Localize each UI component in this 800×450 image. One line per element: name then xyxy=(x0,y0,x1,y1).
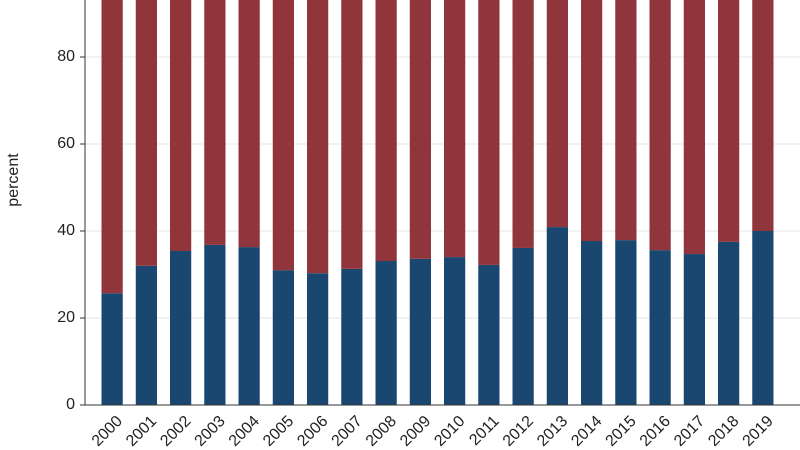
bar-segment xyxy=(546,227,568,405)
bar-segment xyxy=(409,0,431,259)
bar-segment xyxy=(478,0,500,265)
bar-segment xyxy=(718,0,740,242)
bar-segment xyxy=(135,0,157,266)
x-tick-label: 2016 xyxy=(637,413,674,450)
x-tick-label: 2014 xyxy=(568,413,605,450)
y-tick-label: 0 xyxy=(66,396,75,413)
x-tick-label: 2013 xyxy=(534,413,571,450)
bar-segment xyxy=(512,247,534,405)
bar-segment xyxy=(444,0,466,258)
x-tick-label: 2015 xyxy=(602,413,639,450)
bar-segment xyxy=(375,261,397,405)
bar-segment xyxy=(204,244,226,405)
bar-segment xyxy=(752,230,774,405)
bar-segment xyxy=(581,0,603,241)
bar-segment xyxy=(649,0,671,251)
bar-segment xyxy=(272,0,294,271)
bar-segment xyxy=(649,250,671,405)
bar-segment xyxy=(512,0,534,248)
x-tick-label: 2000 xyxy=(89,413,126,450)
y-tick-label: 60 xyxy=(57,135,75,152)
x-tick-label: 2011 xyxy=(466,413,502,449)
bar-segment xyxy=(135,265,157,405)
bar-segment xyxy=(546,0,568,228)
bar-segment xyxy=(101,0,123,294)
y-tick-label: 40 xyxy=(57,222,75,239)
bar-segment xyxy=(375,0,397,262)
y-axis-label: percent xyxy=(5,153,22,207)
bar-segment xyxy=(204,0,226,245)
bar-segment xyxy=(444,257,466,405)
bar-segment xyxy=(683,254,705,405)
bar-segment xyxy=(478,264,500,405)
bar-segment xyxy=(101,293,123,405)
y-tick-label: 80 xyxy=(57,48,75,65)
bar-segment xyxy=(683,0,705,255)
bar-segment xyxy=(170,251,192,405)
x-tick-label: 2006 xyxy=(294,413,331,450)
bar-segment xyxy=(170,0,192,252)
x-tick-label: 2004 xyxy=(226,413,263,450)
bar-segment xyxy=(272,270,294,405)
bar-segment xyxy=(581,240,603,405)
bar-segment xyxy=(718,241,740,405)
x-tick-label: 2012 xyxy=(500,413,537,450)
x-tick-label: 2017 xyxy=(671,413,708,450)
bar-segment xyxy=(409,258,431,405)
bar-segment xyxy=(341,268,363,405)
x-tick-label: 2018 xyxy=(705,413,742,450)
y-tick-label: 20 xyxy=(57,309,75,326)
bar-segment xyxy=(307,273,329,405)
x-tick-label: 2008 xyxy=(363,413,400,450)
bar-segment xyxy=(238,0,260,248)
bar-segment xyxy=(752,0,774,231)
x-tick-label: 2003 xyxy=(191,413,228,450)
bar-segment xyxy=(307,0,329,274)
x-tick-label: 2019 xyxy=(739,413,776,450)
x-tick-label: 2001 xyxy=(123,413,160,450)
x-tick-label: 2002 xyxy=(157,413,194,450)
x-tick-label: 2010 xyxy=(431,413,468,450)
bar-segment xyxy=(615,0,637,241)
bar-segment xyxy=(341,0,363,269)
x-tick-label: 2009 xyxy=(397,413,434,450)
x-tick-label: 2007 xyxy=(328,413,365,450)
bar-segment xyxy=(238,247,260,405)
x-tick-label: 2005 xyxy=(260,413,297,450)
bar-segment xyxy=(615,240,637,405)
